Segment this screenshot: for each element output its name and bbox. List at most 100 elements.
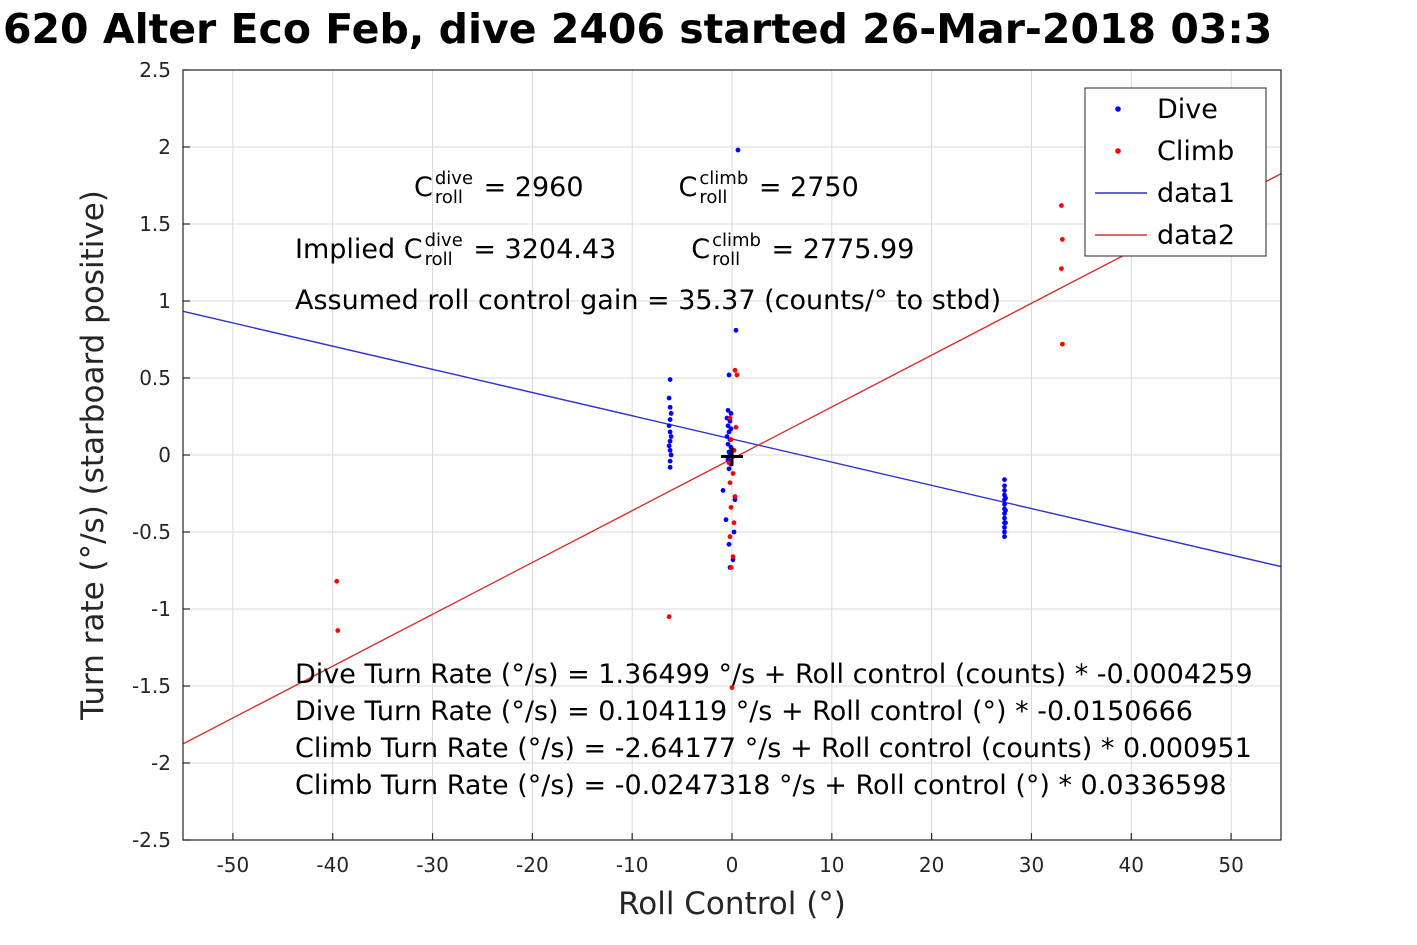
scatter-point (667, 464, 673, 470)
x-tick-label: 40 (1119, 853, 1144, 877)
y-tick-label: 2.5 (139, 58, 171, 82)
scatter-point (1003, 508, 1008, 513)
scatter-point (1003, 520, 1008, 526)
x-tick-label: 0 (726, 853, 739, 877)
scatter-point (1059, 203, 1064, 208)
legend-box (1084, 87, 1267, 257)
scatter-point (667, 447, 673, 453)
scatter-point (666, 614, 672, 620)
y-tick-label: 0 (158, 443, 171, 467)
scatter-point (1002, 483, 1007, 489)
c-symbol: C (403, 233, 423, 265)
fit-equation-line: Climb Turn Rate (°/s) = -0.0247318 °/s +… (295, 770, 1227, 801)
scatter-point (668, 452, 674, 458)
scatter-point (1002, 477, 1007, 483)
scatter-point (668, 411, 674, 416)
scatter-point (727, 415, 733, 421)
scatter-point (1059, 266, 1064, 272)
scatter-point (1002, 534, 1007, 540)
subscript: roll (699, 186, 728, 208)
legend-label-data1: data1 (1157, 178, 1235, 209)
c-symbol: C (414, 171, 433, 203)
y-tick-label: -1 (151, 597, 171, 621)
scatter-point (731, 529, 737, 535)
scatter-point (1059, 237, 1065, 242)
scatter-point (666, 443, 672, 449)
origin-plus-marker (721, 447, 743, 466)
tick-marks (183, 69, 1232, 841)
scatter-series-dive (666, 147, 1008, 570)
scatter-point (1059, 341, 1065, 347)
x-tick-label: 20 (919, 853, 944, 877)
scatter-point (724, 434, 730, 439)
legend-label-data2: data2 (1157, 220, 1235, 251)
gain-annotation: Assumed roll control gain = 35.37 (count… (295, 285, 1002, 316)
fit-equations-block: Dive Turn Rate (°/s) = 1.36499 °/s + Rol… (295, 656, 1253, 804)
scatter-point (1002, 488, 1007, 493)
scatter-point (666, 423, 672, 429)
legend-marker-climb (1115, 148, 1121, 154)
superscript: dive (424, 230, 463, 251)
c-symbol: C (691, 233, 711, 265)
scatter-point (728, 504, 734, 510)
fit-equation-line: Climb Turn Rate (°/s) = -2.64177 °/s + R… (295, 733, 1252, 764)
scatter-point (1003, 495, 1008, 501)
scatter-point (1002, 501, 1007, 507)
x-tick-label: -20 (516, 853, 549, 877)
scatter-point (1002, 515, 1007, 521)
y-tick-label: -2.5 (132, 828, 171, 852)
y-tick-label: 1.5 (139, 212, 171, 236)
scatter-point (728, 411, 734, 416)
scatter-point (726, 466, 732, 472)
y-tick-label: -1.5 (132, 674, 171, 698)
y-axis-label: Turn rate (°/s) (starboard positive) (75, 190, 111, 721)
scatter-point (667, 417, 673, 422)
scatter-point (667, 404, 673, 410)
scatter-point (734, 372, 740, 378)
scatter-point (723, 517, 729, 523)
superscript: climb (699, 168, 749, 189)
scatter-point (733, 424, 739, 430)
x-tick-label: -10 (616, 853, 649, 877)
coeff-value: = 2775.99 (762, 233, 915, 265)
x-tick-label: 50 (1218, 853, 1243, 877)
x-tick-label: -30 (416, 853, 449, 877)
y-tick-labels: -2.5 -2 -1.5 -1 -0.5 0 0.5 1 1.5 2 2.5 (132, 58, 171, 852)
implied-prefix: Implied (295, 233, 404, 265)
scatter-point (727, 534, 733, 540)
scatter-point (727, 480, 733, 486)
scatter-point (726, 460, 732, 466)
subscript: roll (712, 248, 741, 270)
sub-sup-stack: climb roll (710, 230, 763, 270)
scatter-point (726, 372, 732, 378)
y-tick-label: 0.5 (139, 366, 171, 390)
y-tick-label: 1 (158, 289, 171, 313)
sub-sup-stack: dive roll (433, 168, 475, 208)
superscript: dive (434, 168, 474, 189)
superscript: climb (712, 230, 761, 251)
scatter-point (720, 488, 726, 493)
legend-label-climb: Climb (1157, 136, 1234, 167)
x-tick-label: -50 (217, 853, 250, 877)
coeff-value: = 2960 (475, 171, 584, 203)
scatter-point (726, 541, 732, 547)
y-tick-label: -2 (151, 751, 171, 775)
scatter-point (728, 565, 734, 570)
fit-equation-line: Dive Turn Rate (°/s) = 0.104119 °/s + Ro… (295, 696, 1193, 727)
scatter-point (667, 438, 673, 444)
scatter-point (335, 628, 341, 633)
coeff-value: = 3204.43 (464, 233, 617, 265)
legend: Dive Climb data1 data2 (1084, 87, 1267, 257)
scatter-point (1002, 529, 1007, 535)
scatter-point (725, 441, 731, 447)
x-tick-label: 10 (819, 853, 844, 877)
scatter-point (667, 458, 673, 464)
x-tick-label: 30 (1019, 853, 1044, 877)
scatter-point (732, 494, 738, 499)
